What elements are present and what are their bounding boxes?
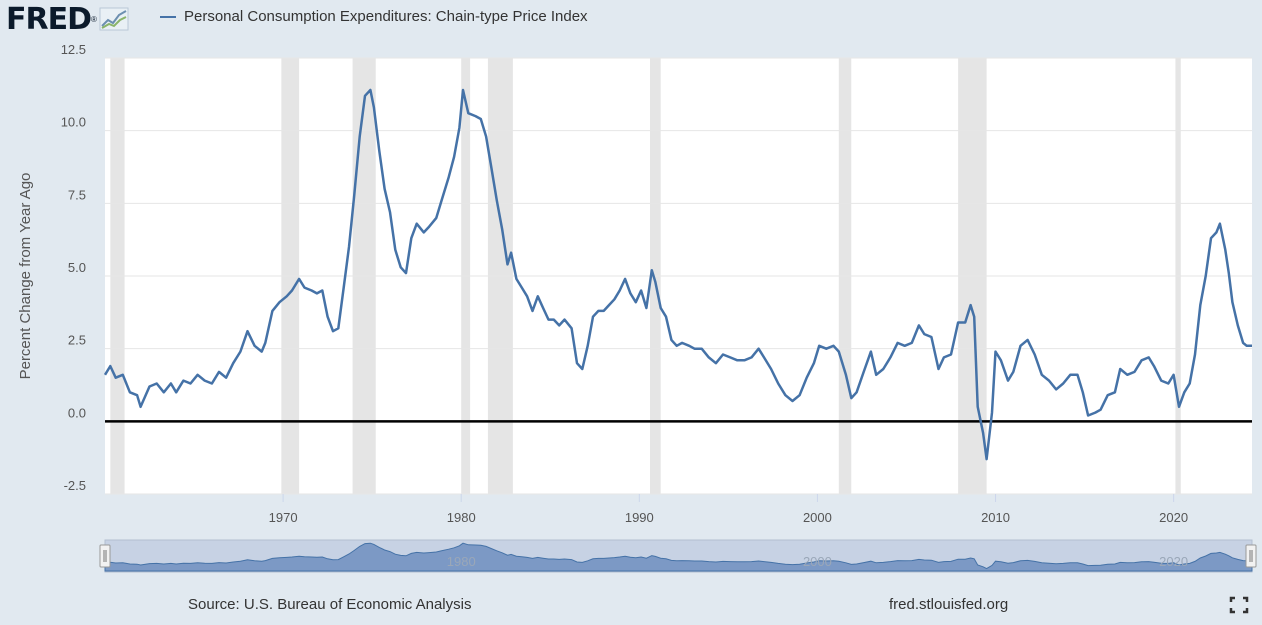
y-tick-label: -2.5 [64,478,86,493]
x-tick-label: 1990 [625,510,654,525]
x-tick-label: 1970 [269,510,298,525]
y-tick-label: 10.0 [61,115,86,130]
x-axis: 1970 1980 1990 2000 2010 2020 [269,494,1188,525]
x-tick-label: 2000 [803,510,832,525]
navigator-handle-left[interactable] [99,544,111,568]
source-text: Source: U.S. Bureau of Economic Analysis [188,596,472,613]
navigator-label: 1980 [447,554,476,569]
y-axis-title: Percent Change from Year Ago [17,173,34,380]
y-tick-label: 12.5 [61,42,86,57]
y-tick-label: 0.0 [68,405,86,420]
navigator[interactable]: 1980 2000 2020 [99,539,1257,573]
navigator-area [104,542,1253,572]
y-axis: 12.5 10.0 7.5 5.0 2.5 0.0 -2.5 [61,42,86,493]
legend-label: Personal Consumption Expenditures: Chain… [184,8,588,25]
y-tick-label: 5.0 [68,260,86,275]
navigator-label: 2020 [1159,554,1188,569]
registered-mark: ® [91,14,97,24]
chart-line-icon [99,7,129,31]
x-tick-label: 2020 [1159,510,1188,525]
chart: 12.5 10.0 7.5 5.0 2.5 0.0 -2.5 1970 1980 1990 200… [17,42,1257,573]
series-line[interactable] [103,88,1252,461]
fred-logo[interactable]: FRED ® [6,1,129,37]
navigator-labels: 1980 2000 2020 [447,554,1188,569]
x-tick-label: 1980 [447,510,476,525]
navigator-label: 2000 [803,554,832,569]
fullscreen-icon[interactable] [1229,596,1249,614]
y-tick-label: 7.5 [68,187,86,202]
legend[interactable]: Personal Consumption Expenditures: Chain… [160,8,588,25]
fred-logo-text: FRED [6,1,92,37]
legend-swatch [160,15,176,18]
navigator-handle-right[interactable] [1245,544,1257,568]
x-tick-label: 2010 [981,510,1010,525]
y-tick-label: 2.5 [68,333,86,348]
site-link[interactable]: fred.stlouisfed.org [889,596,1009,613]
